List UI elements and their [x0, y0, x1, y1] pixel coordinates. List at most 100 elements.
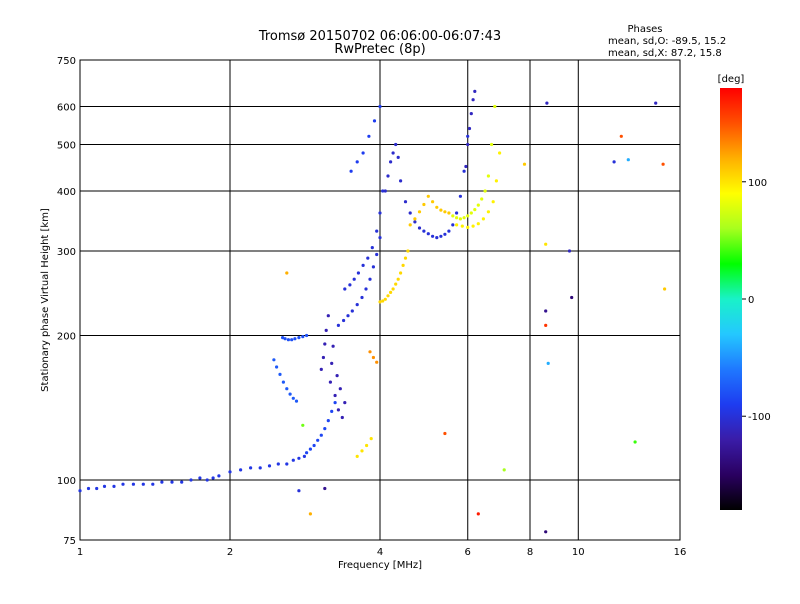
- scatter-point: [522, 162, 527, 166]
- data-point: [443, 210, 447, 214]
- data-point: [285, 387, 289, 391]
- data-point: [435, 205, 439, 209]
- data-point: [365, 443, 369, 448]
- x-axis-label: Frequency [MHz]: [338, 560, 422, 571]
- data-point: [389, 160, 393, 164]
- data-point: [493, 104, 497, 109]
- y-tick-label: 600: [57, 103, 76, 114]
- y-tick-label: 500: [57, 141, 76, 152]
- x-tick-label: 16: [674, 547, 687, 558]
- scatter-point: [308, 512, 312, 516]
- data-point: [324, 328, 328, 332]
- data-point: [494, 179, 498, 183]
- data-point: [361, 151, 365, 155]
- data-point: [394, 142, 398, 147]
- x-tick-label: 1: [77, 547, 83, 558]
- data-point: [249, 466, 253, 470]
- data-point: [288, 392, 292, 396]
- data-point: [290, 338, 294, 342]
- data-point: [447, 211, 451, 215]
- data-point: [278, 372, 282, 376]
- data-point: [476, 203, 480, 207]
- data-point: [481, 217, 485, 221]
- data-point: [297, 456, 301, 460]
- data-point: [355, 454, 359, 458]
- scatter-point: [502, 468, 506, 472]
- chart-title: Tromsø 20150702 06:06:00-06:07:43: [258, 29, 501, 44]
- data-point: [403, 200, 408, 204]
- data-point: [286, 338, 290, 342]
- scatter-point: [663, 287, 667, 291]
- data-point: [239, 468, 243, 472]
- data-point: [336, 323, 340, 327]
- phases-o-stats: mean, sd,O: -89.5, 15.2: [608, 36, 726, 47]
- data-point: [386, 294, 390, 298]
- scatter-point: [654, 101, 658, 105]
- data-point: [483, 189, 487, 193]
- plot-area: 1 2 4 6 8 10 16 75 100 200 300 400 500 600 750 Frequenc…: [40, 56, 686, 571]
- data-point: [455, 216, 459, 220]
- data-point: [180, 480, 184, 484]
- data-point: [367, 134, 371, 138]
- data-point: [151, 482, 155, 486]
- data-point: [326, 314, 330, 318]
- data-point: [308, 447, 312, 451]
- data-point: [217, 474, 221, 478]
- data-point: [406, 249, 410, 253]
- data-point: [455, 223, 459, 227]
- data-point: [102, 484, 107, 488]
- data-point: [490, 142, 494, 147]
- data-point: [435, 236, 439, 240]
- data-point: [417, 210, 422, 214]
- data-point: [371, 265, 375, 269]
- data-point: [473, 208, 477, 212]
- scatter-point: [544, 530, 548, 534]
- data-point: [383, 189, 387, 193]
- data-point: [431, 234, 435, 238]
- data-point: [349, 169, 353, 173]
- scatter-point: [567, 249, 572, 253]
- data-point: [399, 179, 403, 183]
- data-point: [198, 476, 202, 480]
- data-point: [316, 438, 320, 442]
- scatter-point: [443, 431, 447, 436]
- data-point: [460, 224, 464, 228]
- data-point: [291, 396, 295, 400]
- data-point: [131, 482, 135, 486]
- data-point: [160, 480, 164, 484]
- data-point: [342, 318, 346, 323]
- data-point: [323, 427, 327, 431]
- data-point: [372, 119, 377, 123]
- data-point: [360, 449, 364, 453]
- data-point: [467, 126, 472, 131]
- data-point: [455, 211, 459, 215]
- data-point: [408, 211, 412, 215]
- data-point: [466, 142, 470, 147]
- data-point: [486, 210, 490, 214]
- data-point: [369, 437, 373, 441]
- data-point: [403, 256, 408, 260]
- data-point: [417, 226, 422, 230]
- data-point: [422, 202, 426, 207]
- data-point: [458, 194, 462, 198]
- y-tick-label: 400: [57, 187, 76, 198]
- data-point: [451, 223, 455, 227]
- data-point: [366, 256, 370, 260]
- data-point: [458, 217, 462, 221]
- data-point: [381, 189, 385, 193]
- data-point: [486, 174, 490, 178]
- x-tick-label: 8: [527, 547, 533, 558]
- data-point: [480, 197, 484, 201]
- data-point: [285, 462, 289, 466]
- data-point: [275, 365, 279, 369]
- phases-label: Phases: [627, 24, 662, 35]
- data-point: [281, 380, 285, 384]
- data-point: [335, 374, 339, 378]
- y-tick-label: 200: [57, 332, 76, 343]
- data-point: [267, 464, 272, 468]
- data-point: [330, 409, 334, 413]
- data-point: [389, 290, 393, 294]
- scatter-point: [546, 361, 550, 365]
- data-point: [375, 252, 379, 257]
